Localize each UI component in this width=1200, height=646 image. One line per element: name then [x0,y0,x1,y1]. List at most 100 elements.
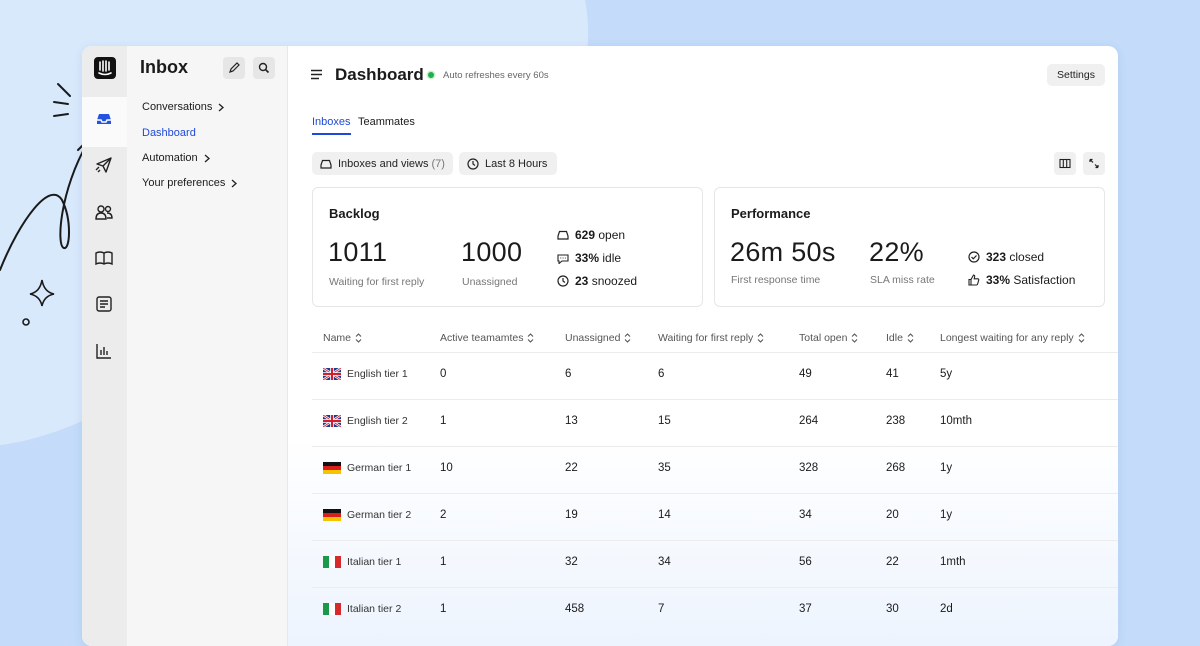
column-header[interactable]: Name [323,332,362,344]
clock-glyph [467,157,479,170]
cell-text: 37 [799,603,812,615]
column-header[interactable]: Waiting for first reply [658,332,764,344]
cell-text: 20 [886,509,899,521]
cell-text: 22 [886,556,899,568]
cell-text: 1 [440,603,447,615]
cell: 22 [886,556,899,568]
cell-text: 2d [940,603,953,615]
cell: 1 [440,415,446,427]
cell-text: 34 [799,509,812,521]
detail-label: open [598,228,626,242]
column-header[interactable]: Idle [886,332,914,344]
chevron [231,179,238,187]
cell-text: 328 [799,462,819,474]
cell: 328 [799,462,818,474]
card-title: Performance [731,206,811,221]
column-header[interactable]: Longest waiting for any reply [940,332,1085,344]
cell: 264 [799,415,818,427]
cell: 37 [799,603,812,615]
row-name[interactable]: English tier 1 [323,368,408,380]
thumb-glyph [968,274,980,286]
cell-text: 22 [565,462,578,474]
detail-label: closed [1009,250,1045,264]
cell-text: 1mth [940,556,966,568]
cell-text: 15 [658,415,671,427]
cell-text: 1 [440,415,447,427]
cell-text: 238 [886,415,906,427]
row-name[interactable]: Italian tier 2 [323,603,401,615]
cell-text: 1y [940,509,953,521]
cell: 30 [886,603,899,615]
cell-text: 0 [440,368,447,380]
cell-text: 6 [565,368,572,380]
cell-text: 10mth [940,415,972,427]
cell-text: 13 [565,415,578,427]
cell-text: 19 [565,509,578,521]
detail-value: 33% [986,273,1011,287]
compose-button[interactable] [223,57,245,79]
detail-value: 33% [575,251,600,265]
chevron [204,154,210,162]
cell-text: 1y [940,462,953,474]
cell-text: 41 [886,368,899,380]
detail-value: 629 [575,228,596,242]
nav-item[interactable]: Automation [142,152,210,164]
cell-text: 14 [658,509,671,521]
nav-item-active[interactable]: Dashboard [142,127,196,139]
row-name[interactable]: German tier 1 [323,462,411,474]
column-header[interactable]: Active teamamtes [440,332,534,344]
cell: 19 [565,509,578,521]
nav-label: Dashboard [142,127,196,139]
column-label: Name [323,332,352,344]
cell-text: English tier 2 [347,415,408,427]
flag [323,462,341,474]
cell: 14 [658,509,671,521]
column-label: Waiting for first reply [658,332,754,344]
metric-value: 26m 50s [730,237,836,267]
nav-panel [127,46,288,646]
inbox-icon[interactable] [94,109,114,129]
outbound-icon[interactable] [94,155,114,175]
nav-item[interactable]: Your preferences [142,177,238,189]
inboxes-filter[interactable]: Inboxes and views (7) [312,152,453,175]
cell-text: German tier 1 [347,462,412,474]
menu-button[interactable] [311,69,323,80]
tab[interactable]: Teammates [358,116,415,128]
detail-label: Satisfaction [1013,273,1076,287]
detail-label: snoozed [591,274,638,288]
search-button[interactable] [253,57,275,79]
clock-glyph [557,275,569,287]
inbox-glyph [557,230,569,240]
refresh-status: Auto refreshes every 60s [443,70,549,81]
contacts-icon[interactable] [94,202,114,222]
cell: 458 [565,603,584,615]
cell-text: 32 [565,556,578,568]
cell: 13 [565,415,578,427]
analytics-icon[interactable] [94,341,114,361]
column-header[interactable]: Unassigned [565,332,631,344]
time-filter[interactable]: Last 8 Hours [459,152,557,175]
flag [323,556,341,568]
reports-icon[interactable] [94,294,114,314]
row-name[interactable]: German tier 2 [323,509,411,521]
expand-button[interactable] [1083,152,1105,175]
metric-label: SLA miss rate [870,274,935,286]
settings-button[interactable]: Settings [1047,64,1105,86]
knowledge-icon[interactable] [94,248,114,268]
cell-text: 5y [940,368,953,380]
cell: 1y [940,509,952,521]
row-name[interactable]: English tier 2 [323,415,408,427]
nav-item[interactable]: Conversations [142,101,225,113]
cell: 10mth [940,415,972,427]
cell-text: 56 [799,556,812,568]
sort-icon [528,333,534,343]
column-label: Unassigned [565,332,621,344]
column-header[interactable]: Total open [799,332,858,344]
logo[interactable] [94,57,116,79]
fade [288,436,1118,646]
tab-active[interactable]: Inboxes [312,116,351,135]
columns-button[interactable] [1054,152,1076,175]
cell: 34 [658,556,671,568]
row-name[interactable]: Italian tier 1 [323,556,401,568]
